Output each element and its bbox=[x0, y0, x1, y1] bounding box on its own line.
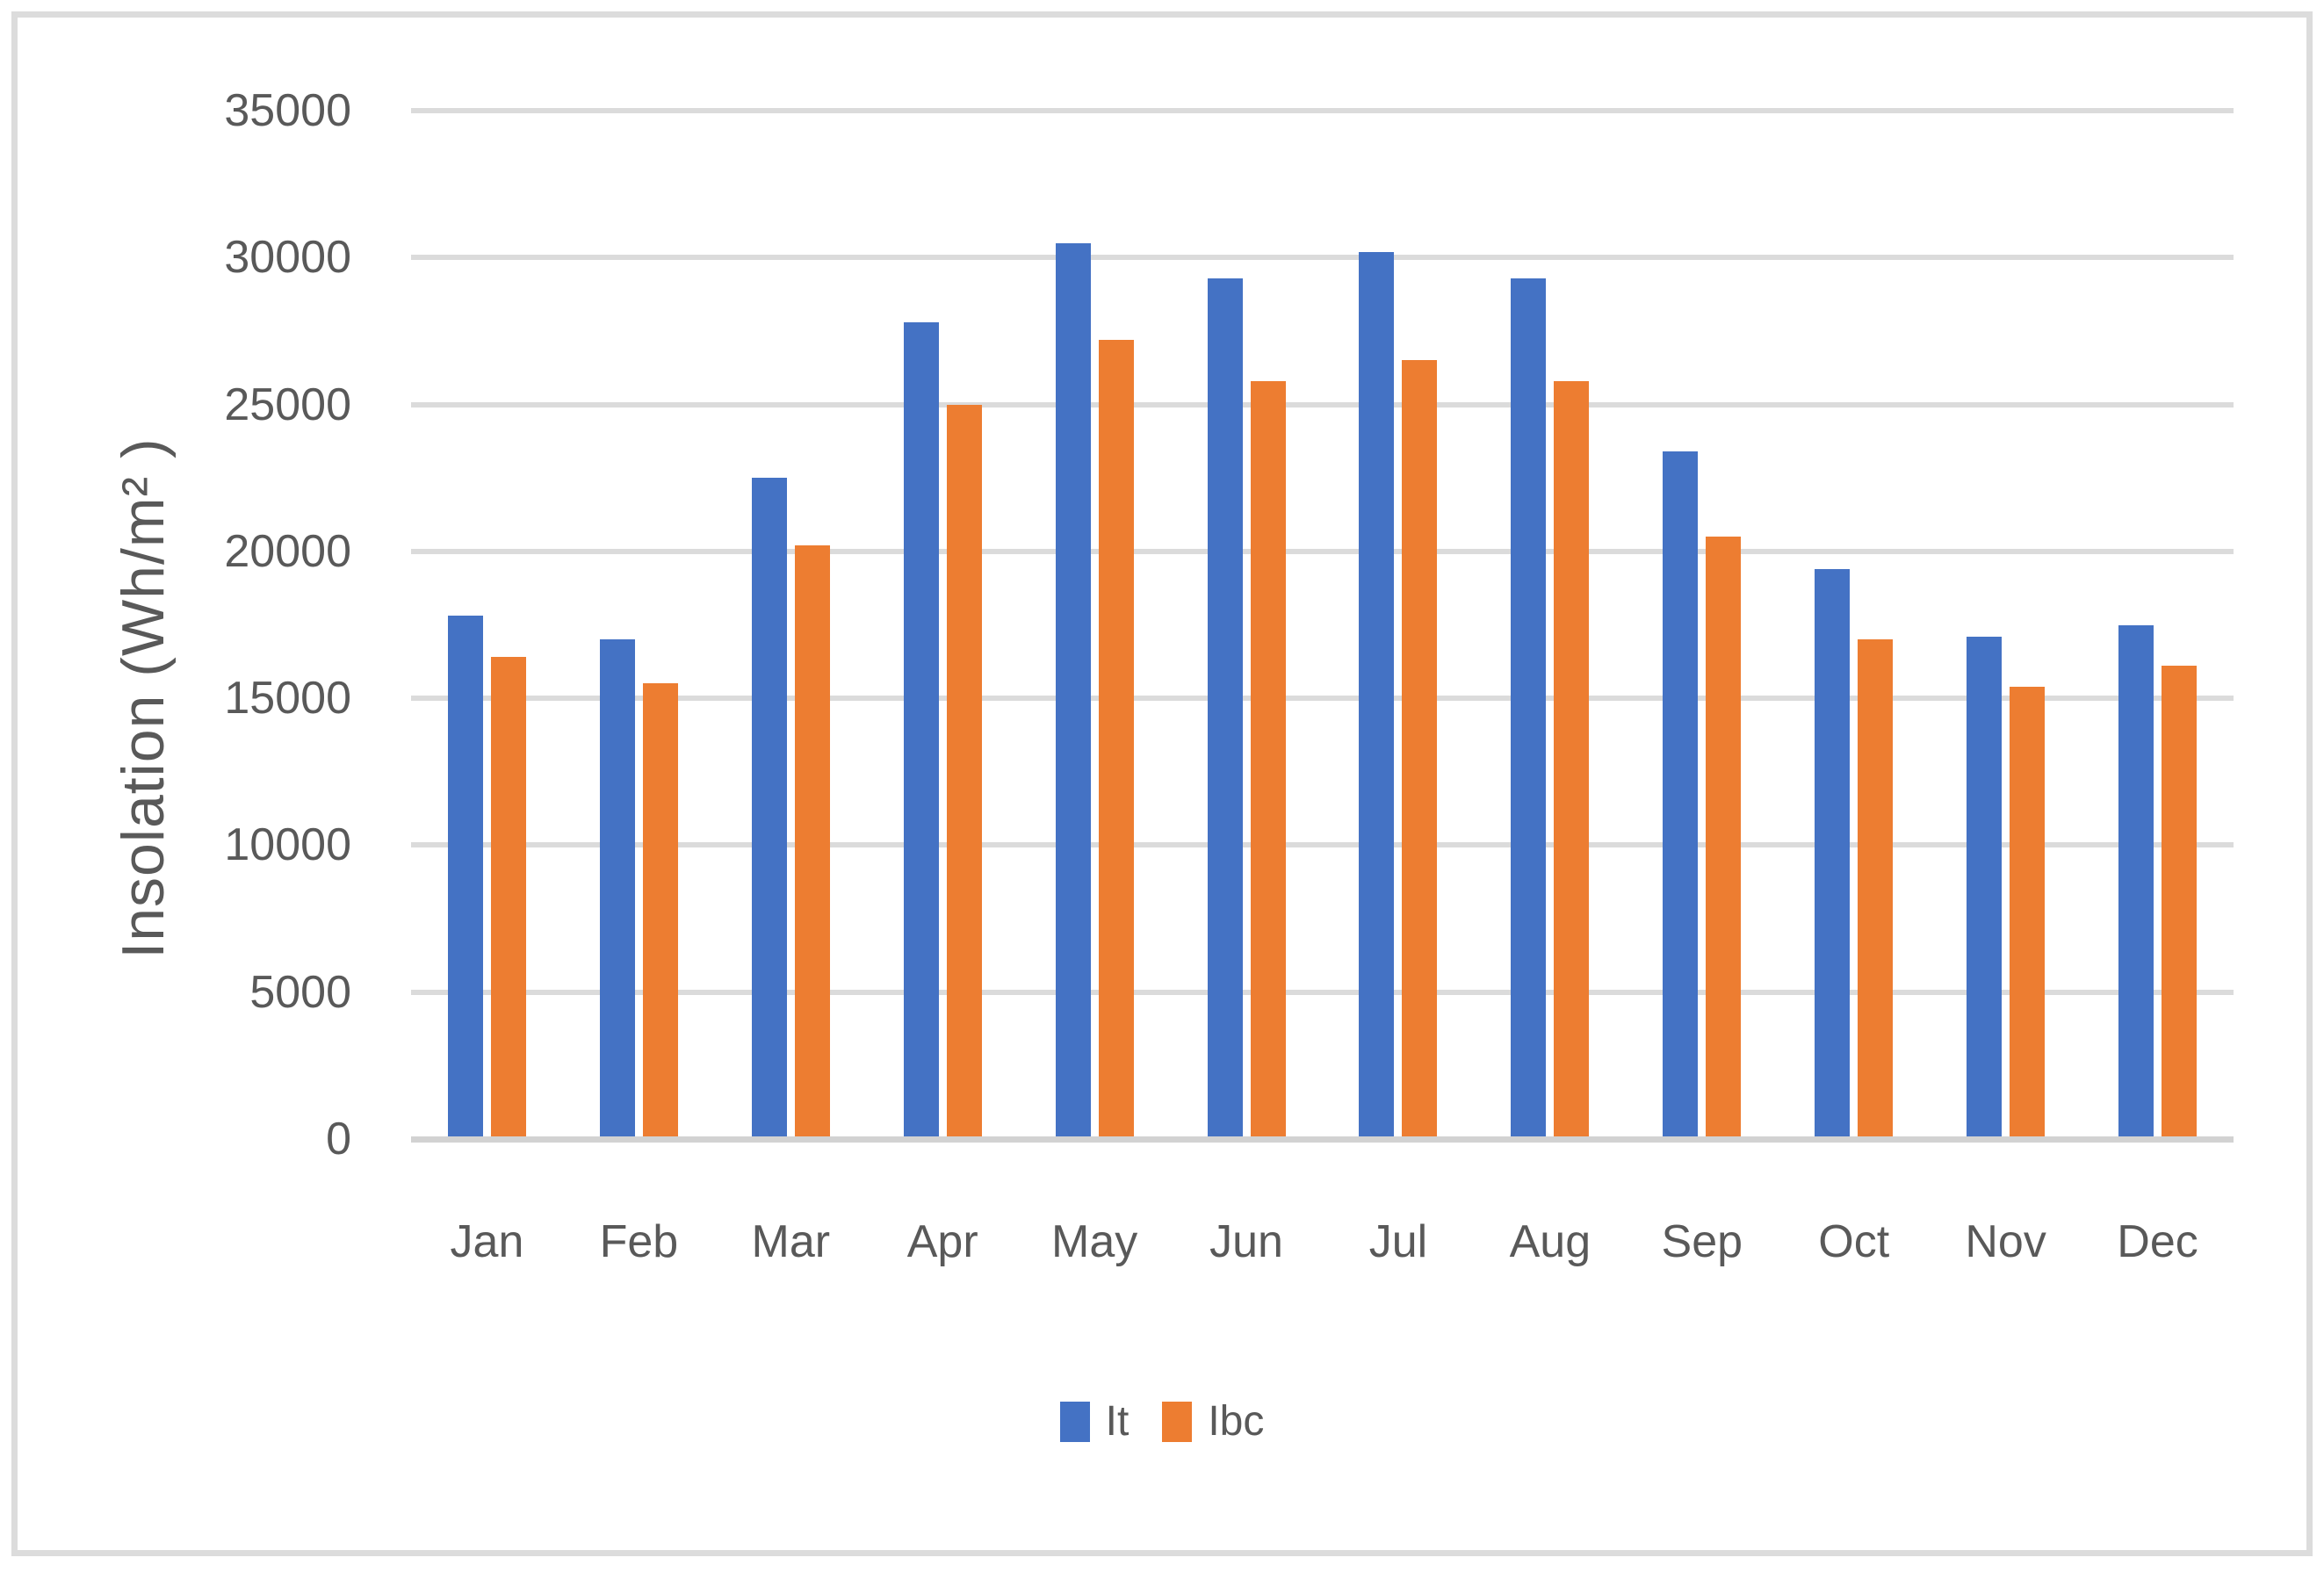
bar-It-Apr bbox=[903, 321, 939, 1136]
x-axis-line bbox=[411, 1136, 2234, 1143]
x-tick-label-Jul: Jul bbox=[1368, 1216, 1428, 1267]
x-tick-label-Mar: Mar bbox=[751, 1216, 831, 1267]
bar-It-Jul bbox=[1359, 251, 1395, 1136]
bar-Ibc-Apr bbox=[946, 404, 982, 1136]
gridline bbox=[411, 255, 2234, 261]
gridline bbox=[411, 401, 2234, 407]
y-tick-label: 35000 bbox=[224, 85, 351, 136]
gridline bbox=[411, 548, 2234, 554]
bar-Ibc-Jul bbox=[1402, 360, 1438, 1136]
bar-Ibc-Sep bbox=[1706, 537, 1742, 1136]
x-tick-label-Nov: Nov bbox=[1965, 1216, 2046, 1267]
bar-It-Oct bbox=[1815, 568, 1851, 1136]
bar-It-Mar bbox=[751, 478, 787, 1136]
bar-It-Jan bbox=[447, 616, 483, 1136]
x-tick-label-Feb: Feb bbox=[599, 1216, 679, 1267]
legend-swatch-It bbox=[1059, 1402, 1090, 1442]
legend-item-Ibc: Ibc bbox=[1162, 1399, 1264, 1445]
legend-label-It: It bbox=[1105, 1398, 1130, 1445]
legend-label-Ibc: Ibc bbox=[1208, 1398, 1265, 1445]
legend: It Ibc bbox=[11, 1399, 2313, 1445]
y-tick-label: 10000 bbox=[224, 819, 351, 871]
bar-It-Sep bbox=[1663, 451, 1699, 1136]
x-tick-label-Oct: Oct bbox=[1818, 1216, 1890, 1267]
bar-Ibc-Nov bbox=[2010, 686, 2046, 1136]
bar-Ibc-Aug bbox=[1554, 380, 1590, 1136]
bar-Ibc-Oct bbox=[1858, 639, 1894, 1136]
bar-Ibc-May bbox=[1098, 339, 1134, 1136]
gridline bbox=[411, 842, 2234, 848]
bar-It-Nov bbox=[1967, 636, 2003, 1136]
y-tick-label: 20000 bbox=[224, 525, 351, 577]
y-tick-label: 30000 bbox=[224, 232, 351, 284]
x-tick-label-Jan: Jan bbox=[450, 1216, 524, 1267]
bar-Ibc-Dec bbox=[2162, 666, 2198, 1136]
x-tick-label-May: May bbox=[1051, 1216, 1138, 1267]
chart-border-frame bbox=[11, 11, 2313, 1556]
y-tick-label: 15000 bbox=[224, 673, 351, 725]
bar-Ibc-Jun bbox=[1250, 380, 1286, 1136]
y-tick-label: 0 bbox=[326, 1114, 351, 1165]
bar-It-Dec bbox=[2118, 624, 2154, 1136]
x-tick-label-Aug: Aug bbox=[1509, 1216, 1591, 1267]
x-tick-label-Dec: Dec bbox=[2117, 1216, 2198, 1267]
y-tick-label: 5000 bbox=[249, 966, 351, 1018]
gridline bbox=[411, 696, 2234, 702]
bar-It-Jun bbox=[1207, 278, 1243, 1136]
x-tick-label-Apr: Apr bbox=[906, 1216, 978, 1267]
legend-item-It: It bbox=[1059, 1398, 1130, 1445]
bar-It-Aug bbox=[1511, 278, 1547, 1136]
x-tick-label-Sep: Sep bbox=[1661, 1216, 1743, 1267]
bar-It-Feb bbox=[599, 639, 635, 1136]
bar-Ibc-Feb bbox=[642, 683, 678, 1136]
y-tick-label: 25000 bbox=[224, 379, 351, 430]
bar-It-May bbox=[1055, 242, 1091, 1136]
bar-Ibc-Jan bbox=[490, 657, 526, 1136]
gridline bbox=[411, 108, 2234, 113]
legend-swatch-Ibc bbox=[1162, 1402, 1193, 1442]
bar-Ibc-Mar bbox=[794, 545, 830, 1136]
gridline bbox=[411, 989, 2234, 995]
plot-area bbox=[411, 108, 2234, 1143]
x-tick-label-Jun: Jun bbox=[1209, 1216, 1283, 1267]
